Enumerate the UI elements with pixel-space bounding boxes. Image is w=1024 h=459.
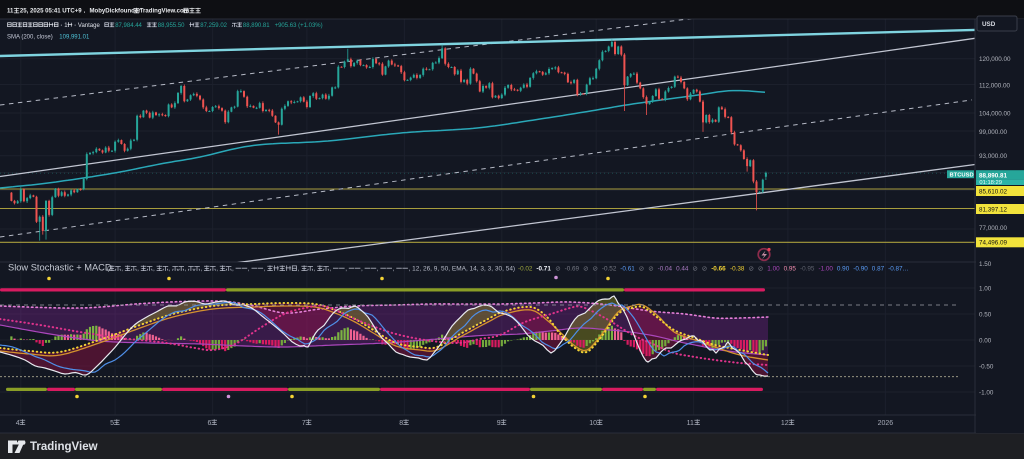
svg-text:104,000.00: 104,000.00 — [979, 111, 1011, 118]
svg-text:88,890.81: 88,890.81 — [243, 23, 270, 29]
svg-text:0.00: 0.00 — [979, 337, 992, 344]
svg-text:⊘: ⊘ — [692, 266, 697, 273]
svg-text:,: , — [314, 266, 316, 273]
svg-text:109,991.01: 109,991.01 — [59, 35, 90, 41]
svg-text:SMA (200, close): SMA (200, close) — [7, 35, 53, 41]
svg-text:-0.95: -0.95 — [800, 266, 815, 273]
svg-text:112,000.00: 112,000.00 — [979, 82, 1011, 89]
svg-text:,: , — [200, 266, 202, 273]
svg-text:MobyDickfounder: MobyDickfounder — [90, 9, 142, 15]
svg-text:Slow Stochastic + MACD: Slow Stochastic + MACD — [8, 263, 112, 273]
svg-text:-0.02: -0.02 — [518, 266, 533, 273]
svg-text:01:18:29: 01:18:29 — [979, 180, 1002, 186]
svg-text:-0.04: -0.04 — [658, 266, 673, 273]
svg-text:USD: USD — [982, 21, 996, 28]
svg-text:1.00: 1.00 — [767, 266, 780, 273]
svg-text:,: , — [329, 266, 331, 273]
svg-text:74,496.09: 74,496.09 — [979, 240, 1008, 247]
svg-text:-0.38: -0.38 — [730, 266, 745, 273]
svg-text:87,259.02: 87,259.02 — [200, 23, 227, 29]
svg-text:10: 10 — [589, 420, 597, 427]
svg-text:9: 9 — [497, 420, 501, 427]
svg-text:,: , — [345, 266, 347, 273]
svg-text:,: , — [361, 266, 363, 273]
svg-text:88,890.81: 88,890.81 — [979, 172, 1008, 179]
svg-text:0.50: 0.50 — [979, 311, 992, 318]
svg-text:-0.52: -0.52 — [602, 266, 617, 273]
svg-text:-0.66: -0.66 — [711, 266, 726, 273]
svg-text:,: , — [248, 266, 250, 273]
svg-text:0.87: 0.87 — [872, 266, 885, 273]
svg-text:0.90: 0.90 — [837, 266, 850, 273]
svg-text:25, 2025 05:41 UTC+9: 25, 2025 05:41 UTC+9 — [20, 9, 82, 15]
svg-text:6: 6 — [208, 420, 212, 427]
svg-text:-0.71: -0.71 — [536, 266, 551, 273]
svg-text:(: ( — [107, 266, 110, 273]
svg-text:8: 8 — [399, 420, 403, 427]
svg-text:7: 7 — [302, 420, 306, 427]
svg-text:⊘: ⊘ — [583, 266, 588, 273]
svg-text:-1.00: -1.00 — [819, 266, 834, 273]
svg-text:⊘: ⊘ — [648, 266, 653, 273]
svg-text:-0.50: -0.50 — [979, 363, 994, 370]
svg-text:-0.61: -0.61 — [620, 266, 635, 273]
svg-text:77,000.00: 77,000.00 — [979, 225, 1008, 232]
svg-text:,: , — [153, 266, 155, 273]
svg-text:1.50: 1.50 — [979, 261, 992, 268]
svg-text:11: 11 — [7, 9, 14, 15]
svg-text:-1.00: -1.00 — [979, 389, 994, 396]
svg-text:0.44: 0.44 — [676, 266, 689, 273]
svg-text:2026: 2026 — [878, 420, 894, 427]
svg-text:BTCUSD: BTCUSD — [950, 173, 974, 179]
svg-text:⊘: ⊘ — [749, 266, 754, 273]
svg-text:,: , — [298, 266, 300, 273]
svg-text:1: 1 — [64, 23, 68, 29]
svg-text:93,000.00: 93,000.00 — [979, 153, 1008, 160]
svg-text:,: , — [169, 266, 171, 273]
svg-text:Vantage: Vantage — [78, 23, 101, 29]
svg-text:87,984.44: 87,984.44 — [115, 23, 142, 29]
svg-text:⊘: ⊘ — [593, 266, 598, 273]
svg-text:81,397.12: 81,397.12 — [979, 206, 1008, 213]
svg-text:0.95: 0.95 — [784, 266, 797, 273]
svg-text:,: , — [232, 266, 234, 273]
svg-text:+905.63 (+1.03%): +905.63 (+1.03%) — [275, 23, 323, 29]
svg-text:,: , — [137, 266, 139, 273]
svg-text:11: 11 — [687, 420, 694, 427]
svg-text:88,955.50: 88,955.50 — [158, 23, 185, 29]
svg-text:-0.87…: -0.87… — [888, 266, 909, 273]
svg-text:TradingView: TradingView — [30, 441, 98, 453]
svg-text:,: , — [393, 266, 395, 273]
svg-text:4: 4 — [16, 420, 20, 427]
svg-text:,: , — [121, 266, 123, 273]
svg-text:12: 12 — [781, 420, 789, 427]
svg-text:⊘: ⊘ — [555, 266, 560, 273]
svg-text:, 12, 26, 9, 50, EMA, 14, 3, 3: , 12, 26, 9, 50, EMA, 14, 3, 3, 30, 54) — [409, 266, 516, 273]
svg-text:120,000.00: 120,000.00 — [979, 56, 1011, 63]
svg-text:⊘: ⊘ — [702, 266, 707, 273]
svg-text:⊘: ⊘ — [639, 266, 644, 273]
svg-text:TradingView.com: TradingView.com — [140, 9, 189, 15]
svg-text:,: , — [264, 266, 266, 273]
svg-text:5: 5 — [110, 420, 114, 427]
svg-text:85,610.02: 85,610.02 — [979, 188, 1008, 195]
svg-text:,: , — [377, 266, 379, 273]
svg-text:99,000.00: 99,000.00 — [979, 129, 1008, 136]
svg-text:,: , — [185, 266, 187, 273]
svg-text:-0.90: -0.90 — [853, 266, 868, 273]
svg-text:1.00: 1.00 — [979, 285, 992, 292]
svg-text:⊘: ⊘ — [758, 266, 763, 273]
svg-text:-0.69: -0.69 — [565, 266, 580, 273]
svg-text:,: , — [216, 266, 218, 273]
